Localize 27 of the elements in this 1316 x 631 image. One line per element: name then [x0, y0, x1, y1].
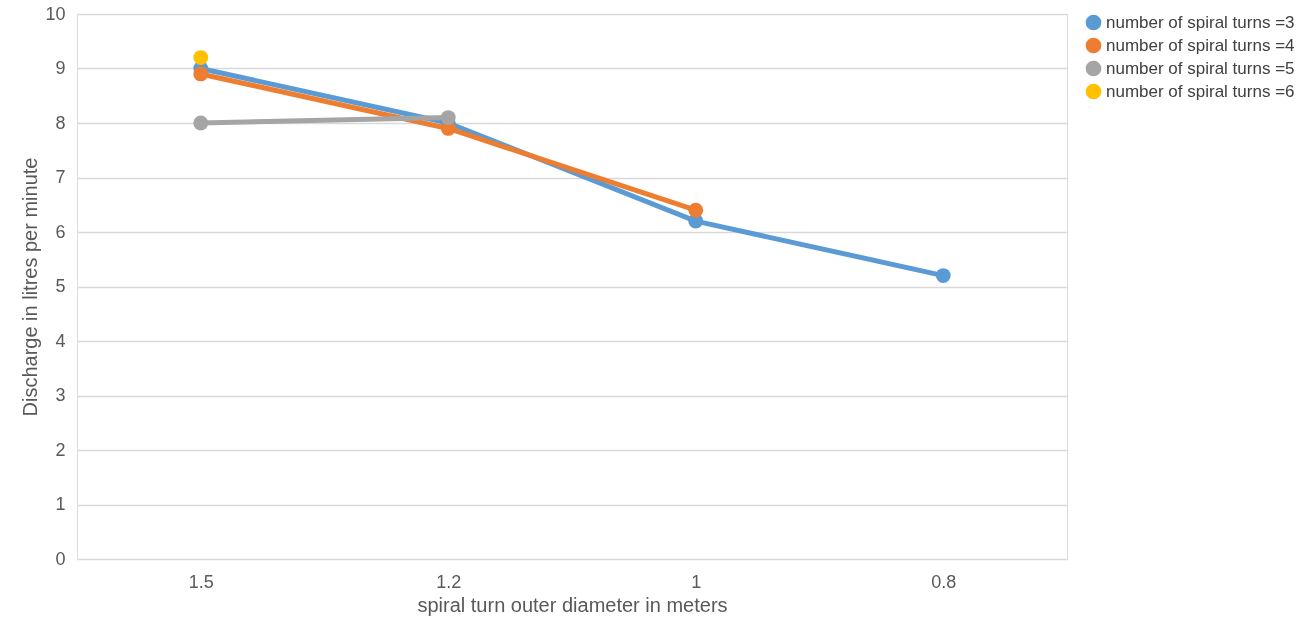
- point: [440, 110, 456, 125]
- y-tick-label: 9: [55, 58, 66, 78]
- point: [193, 66, 209, 82]
- y-tick-label: 5: [55, 276, 66, 296]
- y-tick-label: 7: [55, 167, 66, 187]
- x-tick-label: 1: [691, 571, 702, 592]
- y-tick-label: 3: [55, 385, 66, 405]
- legend-label: number of spiral turns =6: [1106, 81, 1295, 101]
- x-tick-label: 1.2: [436, 571, 462, 592]
- point: [688, 202, 704, 218]
- legend-label: number of spiral turns =5: [1106, 58, 1295, 78]
- y-tick-label: 8: [55, 112, 66, 133]
- y-tick-label: 1: [55, 494, 66, 514]
- x-tick-label: 1.5: [188, 571, 214, 592]
- y-tick-label: 6: [55, 221, 66, 242]
- x-tick-label: 0.8: [931, 571, 957, 592]
- y-tick-label: 4: [55, 330, 66, 351]
- y-tick-label: 2: [55, 439, 66, 460]
- y-tick-label: 0: [55, 548, 66, 569]
- y-tick-label: 10: [45, 3, 66, 24]
- legend-label: number of spiral turns =4: [1106, 35, 1295, 55]
- x-axis-title: spiral turn outer diameter in meters: [417, 593, 728, 616]
- point: [935, 268, 951, 283]
- legend-label: number of spiral turns =3: [1106, 12, 1295, 32]
- point: [193, 50, 209, 65]
- point: [193, 115, 209, 131]
- y-axis-title: Discharge in litres per minute: [19, 157, 42, 417]
